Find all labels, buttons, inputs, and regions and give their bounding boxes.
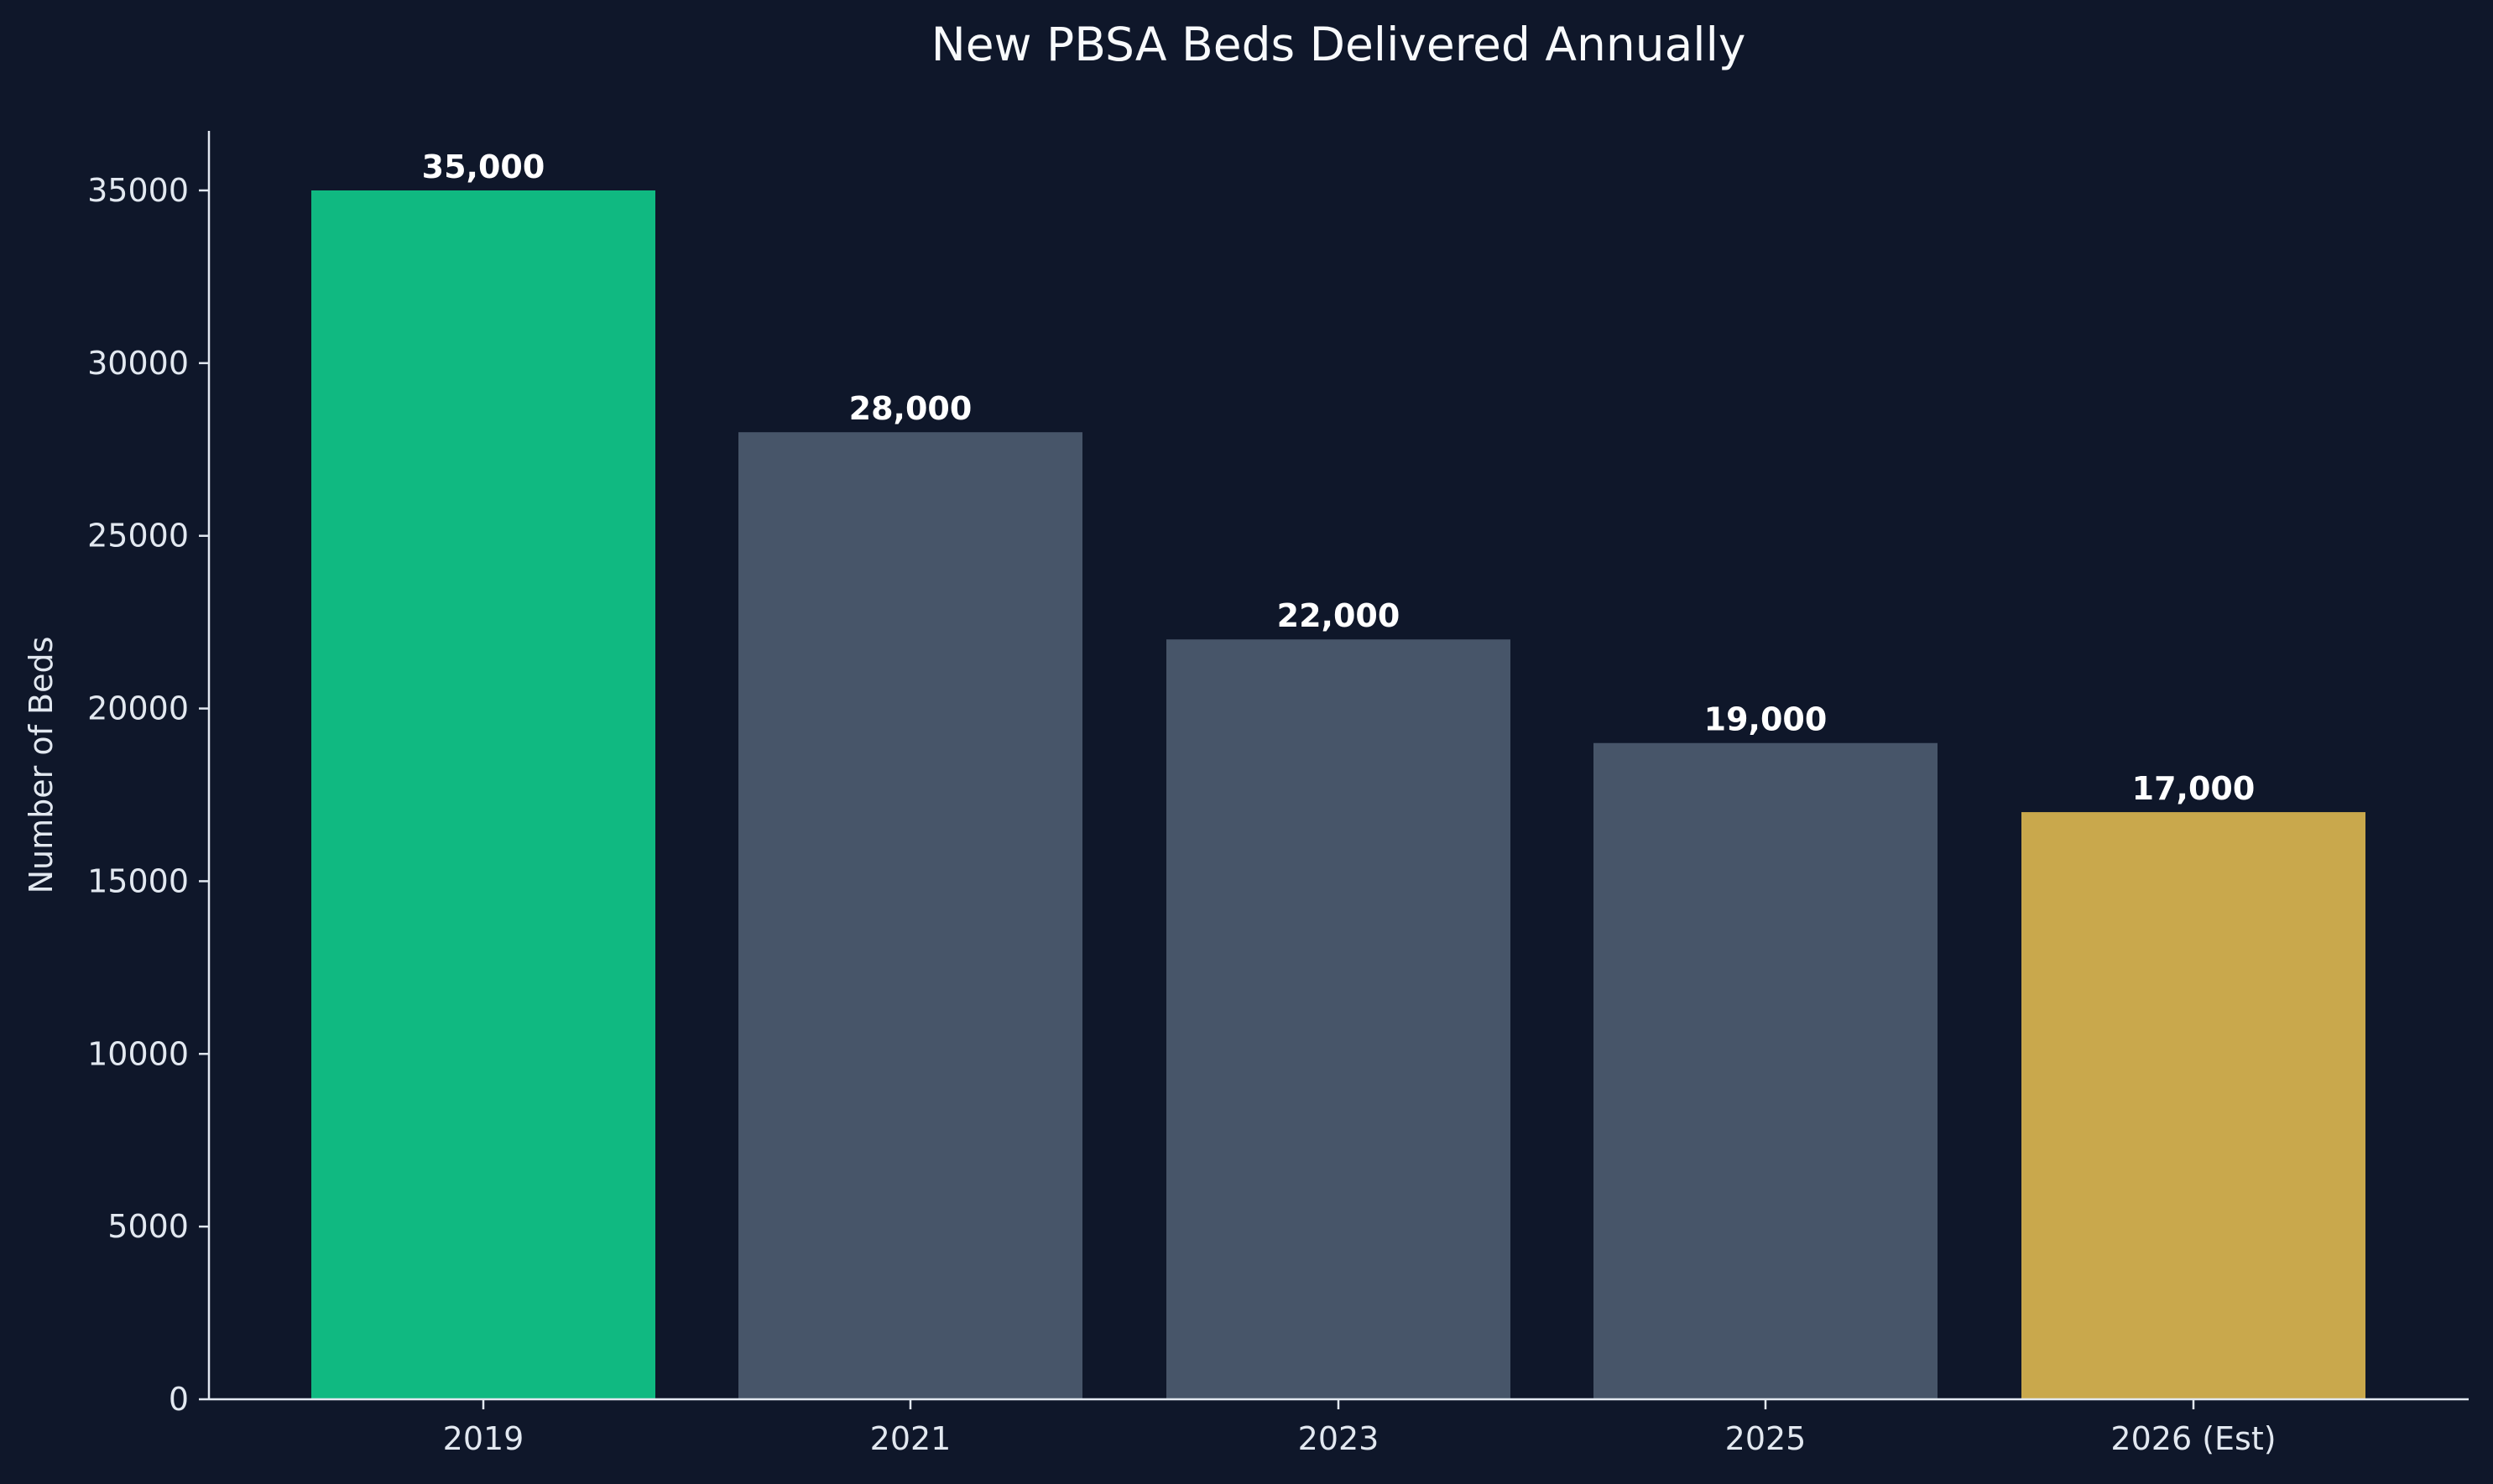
x-tick-label: 2019 bbox=[443, 1420, 524, 1457]
y-tick-label: 15000 bbox=[87, 862, 189, 899]
data-label: 22,000 bbox=[1277, 597, 1400, 634]
chart-title: New PBSA Beds Delivered Annually bbox=[931, 18, 1746, 71]
data-label: 17,000 bbox=[2132, 770, 2256, 807]
bar-2025 bbox=[1593, 742, 1938, 1399]
bars-group bbox=[311, 190, 2365, 1400]
y-tick-label: 25000 bbox=[87, 518, 189, 555]
y-ticks-group: 0 5000 10000 15000 20000 25000 30000 35000 bbox=[87, 172, 209, 1418]
data-labels-group: 35,000 28,000 22,000 19,000 17,000 bbox=[422, 148, 2256, 807]
bar-2021 bbox=[738, 432, 1082, 1400]
data-label: 19,000 bbox=[1704, 701, 1828, 738]
y-tick-label: 30000 bbox=[87, 345, 189, 382]
y-axis-label: Number of Beds bbox=[23, 637, 60, 894]
y-tick-label: 0 bbox=[169, 1381, 189, 1418]
data-label: 35,000 bbox=[422, 148, 545, 185]
y-tick-label: 35000 bbox=[87, 172, 189, 209]
x-ticks-group: 2019 2021 2023 2025 2026 (Est) bbox=[443, 1399, 2277, 1457]
y-tick-label: 20000 bbox=[87, 690, 189, 727]
y-tick-label: 5000 bbox=[107, 1208, 189, 1245]
bar-2019 bbox=[311, 190, 655, 1399]
x-tick-label: 2021 bbox=[870, 1420, 952, 1457]
x-tick-label: 2025 bbox=[1725, 1420, 1807, 1457]
bar-2023 bbox=[1166, 639, 1510, 1399]
data-label: 28,000 bbox=[849, 390, 973, 427]
x-tick-label: 2023 bbox=[1298, 1420, 1379, 1457]
bar-2026-est bbox=[2021, 812, 2365, 1399]
x-tick-label: 2026 (Est) bbox=[2110, 1420, 2276, 1457]
y-tick-label: 10000 bbox=[87, 1035, 189, 1072]
